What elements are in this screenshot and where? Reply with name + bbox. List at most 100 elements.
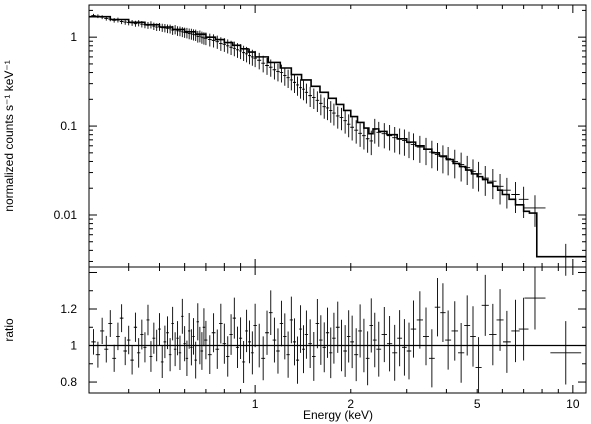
spectrum-point (343, 110, 347, 134)
spectrum-point (257, 52, 262, 70)
spectrum-point (283, 67, 287, 86)
ratio-point (339, 319, 344, 372)
spectrum-point (272, 62, 277, 80)
spectrum-point (550, 243, 582, 276)
x-tick-label: 10 (566, 397, 580, 411)
x-tick-label: 2 (347, 397, 354, 411)
spectrum-point (299, 79, 303, 99)
spectrum-point (315, 91, 320, 112)
ratio-point (137, 338, 141, 368)
spectrum-point (376, 121, 382, 147)
spectrum-point (322, 97, 326, 119)
ratio-point (319, 315, 323, 365)
ratio-point (215, 329, 220, 369)
spectrum-point (434, 142, 441, 171)
spectrum-point (168, 24, 172, 34)
ratio-point (229, 314, 233, 355)
bottom-panel: 0.8 1 1.2 1 2 5 10 (60, 266, 587, 411)
ratio-point (211, 313, 216, 353)
ratio-point (198, 326, 202, 365)
spectrum-point (226, 39, 230, 54)
ratio-point (143, 332, 147, 363)
ratio-point (358, 304, 363, 358)
ratio-point (392, 324, 398, 381)
ratio-point (171, 306, 174, 341)
ratio-point (176, 321, 179, 356)
ratio-point (187, 313, 191, 349)
spectrum-point (163, 23, 167, 33)
spectrum-point (190, 28, 193, 40)
spectrum-point (503, 177, 511, 209)
spectrum-point (346, 114, 351, 138)
spectrum-point (248, 48, 251, 65)
ratio-point (126, 325, 131, 355)
ratio-point (445, 310, 452, 370)
spectrum-point (296, 76, 300, 96)
top-y-tick-label: 1 (70, 30, 77, 44)
ratio-point (312, 332, 316, 381)
spectrum-point (325, 98, 330, 121)
y-axis-label-bottom: ratio (2, 318, 16, 342)
bottom-y-tick-label: 1.2 (60, 302, 77, 316)
spectrum-point (518, 186, 529, 219)
spectrum-point (181, 27, 184, 38)
ratio-point (239, 317, 243, 360)
spectrum-point (137, 20, 141, 27)
spectrum-point (215, 35, 220, 49)
ratio-point (245, 309, 249, 353)
spectrum-point (429, 140, 435, 169)
ratio-point (397, 310, 403, 367)
ratio-point (470, 306, 476, 367)
spectrum-point (187, 28, 191, 40)
model-step-line (89, 15, 586, 258)
ratio-point (481, 274, 489, 336)
top-axis-ticks: 0.01 0.1 1 (54, 5, 586, 267)
spectrum-point (350, 117, 355, 141)
spectrum-point (232, 41, 236, 57)
spectrum-point (354, 120, 359, 144)
spectrum-point (392, 126, 398, 153)
ratio-point (140, 319, 144, 350)
ratio-point (354, 328, 359, 382)
spectrum-point (176, 26, 179, 36)
x-axis-label: Energy (keV) (303, 408, 373, 422)
ratio-point (202, 308, 206, 347)
spectrum-point (386, 125, 393, 151)
spectrum-point (123, 19, 127, 25)
spectrum-point (308, 86, 313, 107)
ratio-point (458, 322, 465, 383)
spectrum-point (362, 125, 366, 150)
ratio-point (100, 317, 105, 345)
ratio-point (350, 315, 355, 369)
spectrum-point (185, 27, 189, 39)
ratio-point (91, 329, 96, 355)
spectrum-point (369, 130, 374, 156)
spectrum-point (511, 182, 520, 214)
ratio-point (550, 321, 582, 385)
top-panel-frame (88, 4, 587, 268)
spectrum-point (406, 131, 412, 159)
ratio-point (376, 321, 382, 377)
spectrum-point (319, 94, 323, 116)
spectrum-point (335, 106, 340, 129)
ratio-point (289, 296, 293, 344)
ratio-point (406, 322, 412, 380)
ratio-point (381, 306, 388, 363)
ratio-point (511, 299, 520, 363)
ratio-point (518, 297, 529, 361)
ratio-point (204, 320, 208, 360)
spectrum-point (207, 33, 212, 47)
ratio-point (173, 332, 177, 367)
ratio-point (265, 310, 269, 355)
ratio-point (322, 322, 326, 373)
spectrum-point (276, 63, 280, 82)
ratio-point (343, 325, 347, 377)
ratio-point (503, 310, 511, 373)
x-tick-label: 5 (474, 397, 481, 411)
ratio-point (196, 303, 199, 341)
spectrum-point (286, 69, 290, 88)
ratio-point (181, 298, 184, 334)
ratio-point (178, 335, 182, 371)
spectrum-point (332, 103, 336, 126)
